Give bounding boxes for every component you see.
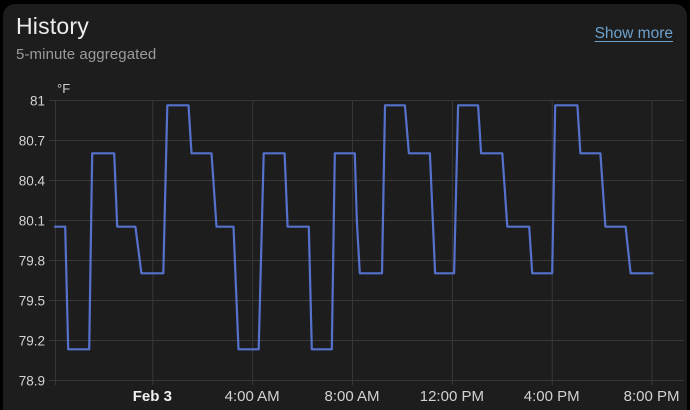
temperature-line[interactable]	[53, 104, 654, 351]
y-axis-label: 78.9	[18, 373, 45, 389]
show-more-link[interactable]: Show more	[594, 25, 673, 42]
y-axis-unit: °F	[57, 81, 71, 96]
x-axis-label: 4:00 AM	[224, 388, 280, 405]
x-axis-label: 8:00 PM	[623, 388, 680, 405]
history-chart[interactable]: °F 81 80.7 80.4 80.1 79.8 79.5 79.2 78.9 Feb 3 4:…	[3, 4, 687, 410]
y-axis-label: 80.7	[18, 133, 45, 149]
y-axis-label: 79.2	[18, 333, 45, 349]
card-title: History	[16, 13, 89, 39]
y-axis-label: 81	[29, 93, 45, 109]
history-card: History 5-minute aggregated Show more °F…	[3, 4, 687, 410]
y-axis-label: 80.1	[18, 213, 45, 229]
chart-canvas[interactable]	[3, 4, 687, 410]
x-axis-label: Feb 3	[132, 388, 172, 405]
y-axis-label: 80.4	[18, 173, 45, 189]
card-subtitle: 5-minute aggregated	[16, 45, 157, 63]
x-axis-label: 4:00 PM	[523, 388, 580, 405]
card-header: History 5-minute aggregated Show more	[16, 12, 674, 63]
x-axis-label: 8:00 AM	[324, 388, 380, 405]
y-axis-label: 79.8	[18, 253, 45, 269]
x-axis-label: 12:00 PM	[419, 388, 484, 405]
y-axis-label: 79.5	[18, 293, 45, 309]
